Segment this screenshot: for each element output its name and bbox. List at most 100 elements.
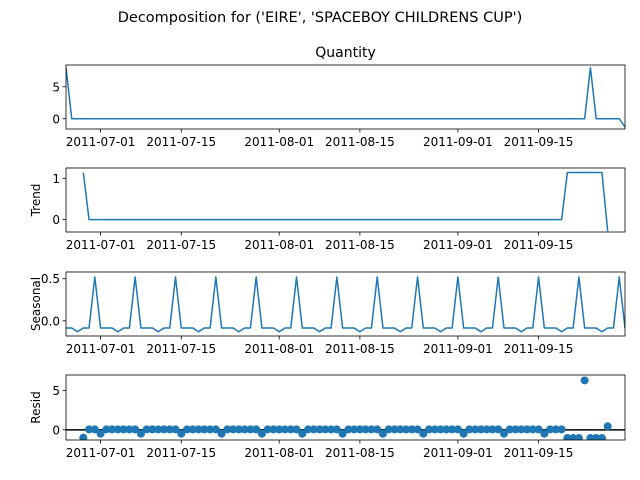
resid-point bbox=[425, 425, 434, 434]
resid-point bbox=[113, 425, 122, 434]
resid-point bbox=[350, 425, 359, 434]
quantity-subplot-title: Quantity bbox=[315, 45, 376, 61]
resid-point bbox=[511, 425, 520, 434]
resid-point bbox=[390, 425, 399, 434]
resid-point bbox=[200, 425, 209, 434]
figure-title: Decomposition for ('EIRE', 'SPACEBOY CHI… bbox=[118, 10, 522, 26]
quantity-xtick-label: 2011-08-15 bbox=[325, 135, 395, 149]
resid-point bbox=[125, 425, 134, 434]
resid-point bbox=[280, 425, 289, 434]
resid-point bbox=[148, 425, 157, 434]
seasonal-plot-area bbox=[66, 276, 625, 333]
resid-point bbox=[131, 425, 140, 434]
resid-point bbox=[102, 425, 111, 434]
trend-xtick-label: 2011-09-01 bbox=[423, 238, 493, 252]
resid-point bbox=[223, 425, 232, 434]
quantity-xtick-label: 2011-08-01 bbox=[244, 135, 314, 149]
resid-point bbox=[309, 425, 318, 434]
resid-point bbox=[396, 425, 405, 434]
resid-point bbox=[419, 429, 428, 438]
seasonal-xtick-label: 2011-09-15 bbox=[504, 342, 574, 356]
quantity-series-line bbox=[66, 66, 625, 128]
resid-point bbox=[183, 425, 192, 434]
resid-point bbox=[384, 425, 393, 434]
resid-point bbox=[85, 425, 94, 434]
resid-point bbox=[436, 425, 445, 434]
seasonal-axes-frame bbox=[65, 271, 626, 337]
resid-point bbox=[194, 425, 203, 434]
resid-point bbox=[597, 434, 606, 440]
resid-axes-frame bbox=[65, 374, 626, 441]
resid-point bbox=[234, 425, 243, 434]
resid-point bbox=[142, 425, 151, 434]
resid-point bbox=[413, 425, 422, 434]
resid-xtick-label: 2011-08-01 bbox=[244, 446, 314, 460]
trend-xtick-label: 2011-07-15 bbox=[146, 238, 216, 252]
trend-ytick-label: 1 bbox=[52, 172, 60, 186]
resid-point bbox=[453, 425, 462, 434]
trend-xtick-label: 2011-08-01 bbox=[244, 238, 314, 252]
resid-point bbox=[240, 425, 249, 434]
resid-point bbox=[252, 425, 261, 434]
resid-point bbox=[402, 425, 411, 434]
panel-quantity: 0 5 2011-07-01 2011-07-15 2011-08-01 2011-08-… bbox=[52, 45, 626, 149]
resid-point bbox=[378, 429, 387, 438]
resid-point bbox=[246, 425, 255, 434]
panel-seasonal: 0.0 0.5 2011-07-01 2011-07-15 2011-08-01 2011… bbox=[29, 271, 626, 356]
resid-point bbox=[304, 425, 313, 434]
quantity-plot-area bbox=[66, 66, 625, 128]
resid-point bbox=[315, 425, 324, 434]
resid-point bbox=[108, 425, 117, 434]
seasonal-ytick-label: 0.5 bbox=[41, 272, 60, 286]
trend-xtick-label: 2011-09-15 bbox=[504, 238, 574, 252]
trend-ytick-label: 0 bbox=[52, 213, 60, 227]
trend-xtick-label: 2011-07-01 bbox=[66, 238, 136, 252]
subplot-panels: 0 5 2011-07-01 2011-07-15 2011-08-01 2011-08-… bbox=[29, 45, 626, 460]
resid-point bbox=[269, 425, 278, 434]
resid-point bbox=[471, 425, 480, 434]
resid-ytick-label: 5 bbox=[52, 384, 60, 398]
resid-point bbox=[494, 425, 503, 434]
resid-point bbox=[165, 425, 174, 434]
resid-point bbox=[574, 434, 583, 440]
resid-point bbox=[286, 425, 295, 434]
resid-point bbox=[177, 429, 186, 438]
resid-point bbox=[517, 425, 526, 434]
trend-plot-area bbox=[82, 171, 609, 232]
resid-point bbox=[90, 425, 99, 434]
resid-point bbox=[557, 425, 566, 434]
panel-resid: 0 5 2011-07-01 2011-07-15 2011-08-01 2011-08-… bbox=[29, 374, 626, 460]
resid-xtick-label: 2011-07-15 bbox=[146, 446, 216, 460]
resid-point bbox=[442, 425, 451, 434]
resid-point bbox=[275, 425, 284, 434]
resid-point bbox=[119, 425, 128, 434]
resid-point bbox=[292, 425, 301, 434]
resid-point bbox=[355, 425, 364, 434]
quantity-xtick-label: 2011-09-15 bbox=[504, 135, 574, 149]
resid-point bbox=[211, 425, 220, 434]
resid-point bbox=[206, 425, 215, 434]
resid-point bbox=[430, 425, 439, 434]
resid-ytick-label: 0 bbox=[52, 423, 60, 437]
resid-plot-area bbox=[66, 376, 625, 440]
resid-point bbox=[154, 425, 163, 434]
seasonal-xtick-label: 2011-09-01 bbox=[423, 342, 493, 356]
resid-point bbox=[465, 425, 474, 434]
trend-axes-frame bbox=[65, 167, 626, 233]
quantity-axes-frame bbox=[65, 64, 626, 130]
resid-xtick-label: 2011-09-15 bbox=[504, 446, 574, 460]
resid-point bbox=[488, 425, 497, 434]
quantity-ytick-label: 0 bbox=[52, 112, 60, 126]
quantity-xtick-label: 2011-09-01 bbox=[423, 135, 493, 149]
seasonal-xtick-label: 2011-08-01 bbox=[244, 342, 314, 356]
resid-point bbox=[79, 433, 88, 440]
panel-trend: 0 1 2011-07-01 2011-07-15 2011-08-01 2011-08-… bbox=[29, 167, 626, 252]
resid-point bbox=[482, 425, 491, 434]
trend-ylabel: Trend bbox=[29, 184, 43, 218]
seasonal-ytick-label: 0.0 bbox=[41, 314, 60, 328]
resid-point bbox=[373, 425, 382, 434]
resid-point bbox=[361, 425, 370, 434]
resid-point bbox=[551, 425, 560, 434]
resid-point bbox=[603, 422, 612, 431]
